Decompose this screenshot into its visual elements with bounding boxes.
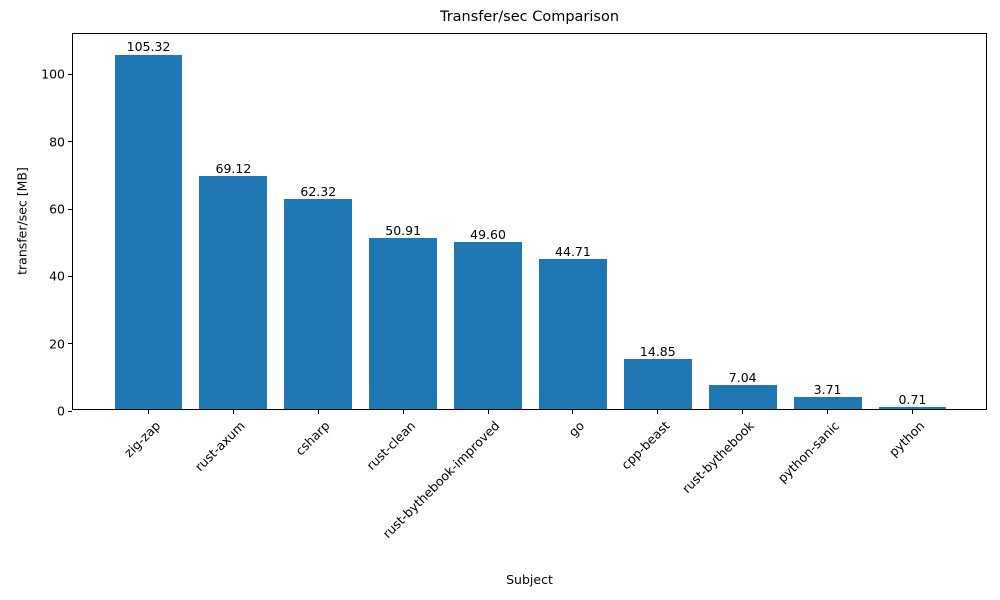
bar: [284, 199, 353, 409]
bar-value-label: 49.60: [470, 227, 506, 243]
y-axis-tick-label: 0: [57, 403, 65, 419]
bar-value-label: 50.91: [385, 222, 422, 238]
bar: [369, 237, 438, 409]
bar: [114, 54, 183, 409]
x-axis-label: Subject: [506, 572, 553, 587]
y-axis-tick-label: 20: [49, 336, 65, 352]
x-axis-tick-label: rust-clean: [362, 418, 418, 473]
y-axis-tick: [68, 208, 72, 210]
y-axis-tick: [68, 343, 72, 345]
y-axis-label: transfer/sec [MB]: [14, 167, 30, 275]
y-axis-tick-label: 80: [49, 134, 65, 150]
x-axis-tick-label: rust-axum: [192, 418, 249, 474]
x-axis-tick-label: go: [565, 418, 588, 440]
bar: [199, 176, 268, 409]
x-axis-tick-label: csharp: [292, 418, 333, 459]
bar-value-label: 69.12: [215, 161, 252, 177]
x-axis-tick: [742, 410, 744, 414]
y-axis-tick: [68, 73, 72, 75]
y-axis-tick-label: 40: [49, 268, 65, 284]
bar: [454, 242, 522, 409]
bar-value-label: 0.71: [898, 391, 927, 407]
bar-value-label: 44.71: [555, 243, 591, 259]
bar-value-label: 3.71: [813, 381, 842, 397]
bar: [623, 359, 692, 409]
x-axis-tick-label: zig-zap: [120, 418, 164, 461]
bar-value-label: 14.85: [639, 344, 676, 359]
y-axis-tick-label: 100: [41, 66, 65, 82]
y-axis-tick: [68, 141, 72, 143]
x-axis-tick-label: python-sanic: [774, 418, 843, 486]
y-axis-tick-label: 60: [49, 201, 65, 217]
x-axis-tick-label: cpp-beast: [618, 418, 673, 473]
y-axis-tick: [68, 275, 72, 277]
x-axis-tick: [572, 410, 574, 414]
plot-area: 0 20 40 60 80 100 105.32 zig-zap 69.12 rust-axum 6…: [41, 33, 987, 541]
x-axis-tick: [317, 410, 319, 414]
bar-value-label: 62.32: [300, 184, 337, 200]
bar: [878, 406, 947, 409]
x-axis-tick: [827, 410, 829, 414]
x-axis-tick: [402, 410, 404, 414]
x-axis-tick-label: python: [885, 418, 928, 460]
x-axis-tick: [911, 410, 913, 414]
chart-title: Transfer/sec Comparison: [439, 9, 620, 25]
bar-value-label: 7.04: [728, 370, 757, 386]
x-axis-tick: [487, 410, 489, 414]
x-axis-tick: [657, 410, 659, 414]
x-axis-tick: [148, 410, 150, 414]
y-axis-tick: [68, 410, 72, 412]
bar: [538, 258, 607, 409]
bar-value-label: 105.32: [126, 39, 171, 55]
x-axis-tick-label: rust-bythebook: [679, 418, 758, 497]
bar: [708, 385, 777, 409]
bar: [793, 396, 862, 409]
x-axis-tick: [232, 410, 234, 414]
